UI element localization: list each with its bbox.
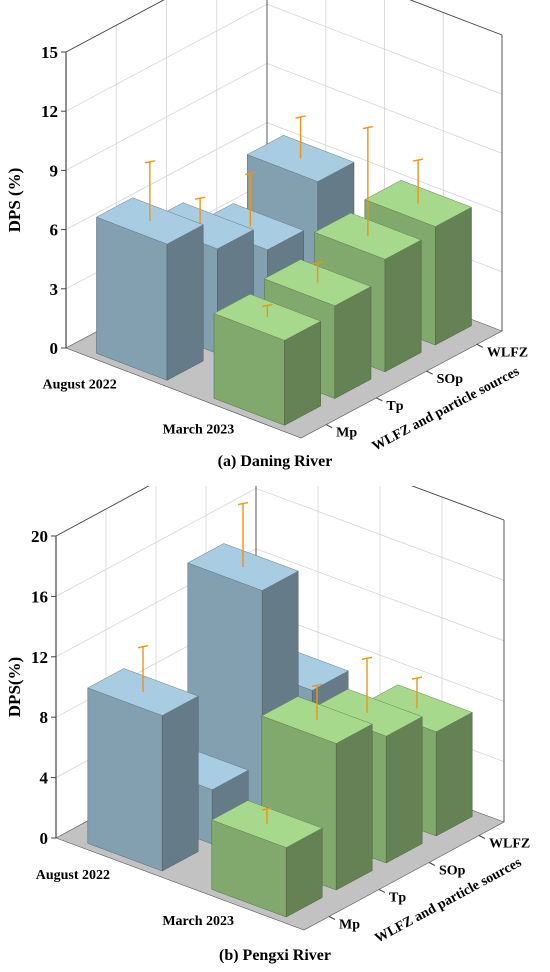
bar-face-side <box>335 723 373 891</box>
z-tick-label: 6 <box>50 221 59 240</box>
error-cap <box>412 158 424 162</box>
error-cap <box>361 656 373 660</box>
source-tick-label: WLFZ <box>489 837 530 852</box>
bar <box>95 160 204 381</box>
z-tick-label: 12 <box>41 102 58 121</box>
error-cap <box>237 501 249 506</box>
bar-face-side <box>166 224 204 381</box>
box-edge <box>65 0 165 53</box>
error-cap <box>144 160 156 164</box>
y-axis-label: DPS (%) <box>5 168 24 233</box>
z-tick-label: 3 <box>50 280 59 299</box>
bar <box>213 293 322 426</box>
bar-face-side <box>384 239 422 373</box>
source-tick <box>328 916 336 920</box>
date-tick-label: August 2022 <box>42 378 116 393</box>
bar <box>87 644 199 872</box>
error-cap <box>194 196 206 200</box>
error-cap <box>411 676 423 680</box>
date-tick-label: August 2022 <box>36 868 110 883</box>
source-tick-label: Mp <box>339 918 360 933</box>
bar-face-top <box>211 800 323 848</box>
error-cap <box>295 115 306 119</box>
z-tick-label: 4 <box>40 769 49 788</box>
y-axis-label: DPS(%) <box>5 657 24 717</box>
chart-svg-pengxi: 0 4 8 12 16 20 DPS(%) August 2022 March 2023 Mp Tp… <box>5 486 530 964</box>
error-cap <box>362 125 374 130</box>
error-cap <box>262 303 273 308</box>
bar-face-top <box>87 668 199 716</box>
z-tick-label: 15 <box>41 43 58 62</box>
source-tick <box>428 862 436 866</box>
source-tick-label: SOp <box>437 372 464 387</box>
panel-caption: (b) Pengxi River <box>219 947 331 964</box>
bar-face-top <box>313 212 422 260</box>
source-tick <box>325 424 333 429</box>
bar-face-front <box>96 216 168 381</box>
chart-panel-daning: 0 3 6 9 12 15 DPS (%) August 2022 March 2023 Mp Tp… <box>5 0 528 470</box>
z-tick-label: 20 <box>31 527 48 546</box>
source-tick <box>476 343 484 348</box>
source-tick <box>376 397 383 402</box>
source-tick-label: WLFZ <box>487 345 528 360</box>
bar-face-side <box>435 711 473 837</box>
source-tick <box>426 370 433 375</box>
source-tick-label: Tp <box>389 891 406 906</box>
z-tick-label: 0 <box>40 829 49 848</box>
bar-face-top <box>263 259 372 307</box>
chart-svg-daning: 0 3 6 9 12 15 DPS (%) August 2022 March 2023 Mp Tp… <box>5 0 528 470</box>
source-tick <box>478 835 486 839</box>
bar-face-side <box>385 716 423 864</box>
bar-face-side <box>161 695 199 872</box>
z-tick-label: 16 <box>31 587 48 606</box>
error-cap <box>261 807 273 811</box>
grid-line <box>65 0 503 53</box>
bar-face-side <box>334 286 372 399</box>
z-tick-label: 12 <box>31 648 48 667</box>
box-edge <box>55 486 150 537</box>
z-tick-label: 9 <box>50 161 59 180</box>
error-cap <box>311 683 323 687</box>
source-tick-label: SOp <box>439 864 466 879</box>
error-cap <box>312 261 323 265</box>
z-tick-label: 0 <box>50 339 59 358</box>
date-tick-label: March 2023 <box>163 423 235 438</box>
error-cap <box>137 644 149 649</box>
source-tick <box>378 889 386 893</box>
box-edge <box>409 0 503 36</box>
bar-face-side <box>435 206 472 346</box>
source-tick-label: Tp <box>386 399 403 414</box>
grid-line <box>65 3 503 112</box>
date-tick-label: March 2023 <box>162 914 234 929</box>
chart-panel-pengxi: 0 4 8 12 16 20 DPS(%) August 2022 March 2023 Mp Tp… <box>0 486 550 972</box>
error-cap <box>245 171 256 176</box>
grid-line <box>55 486 505 537</box>
bar-face-front <box>87 687 163 872</box>
z-tick-label: 8 <box>40 708 49 727</box>
box-edge <box>411 486 505 521</box>
panel-caption: (a) Daning River <box>218 453 333 470</box>
bar <box>211 800 323 918</box>
source-tick-label: Mp <box>336 426 357 441</box>
